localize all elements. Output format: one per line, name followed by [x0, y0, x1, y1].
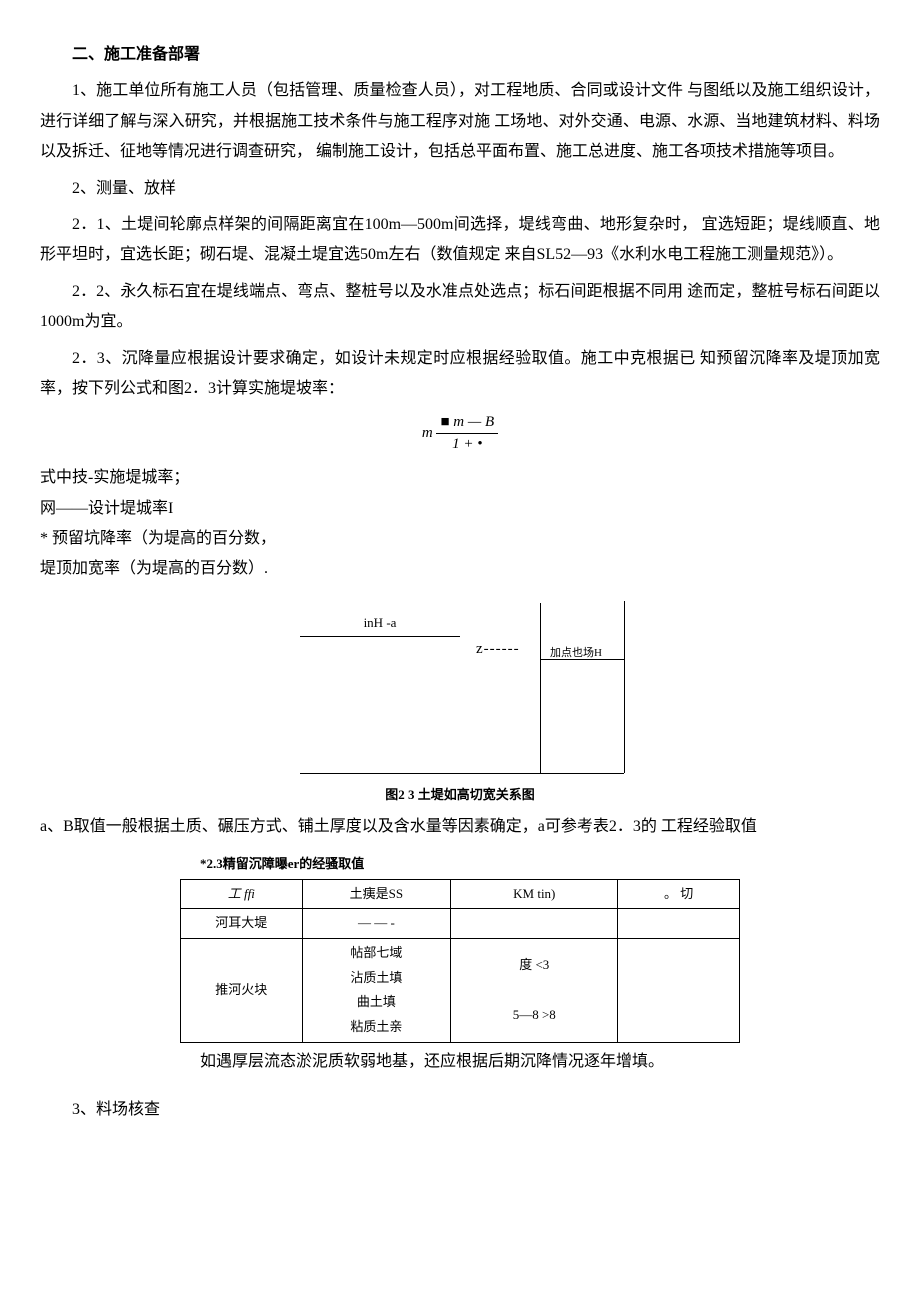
after-table-note: 如遇厚层流态淤泥质软弱地基，还应根据后期沉降情况逐年增填。	[200, 1047, 880, 1077]
legend-line-2: 网——设计堤城率I	[40, 494, 880, 524]
table-cell: — — -	[302, 909, 451, 939]
formula-denominator: 1 + •	[436, 434, 498, 455]
legend-line-1: 式中技-实施堤城率；	[40, 463, 880, 493]
table-cell	[618, 909, 740, 939]
paragraph-2-3: 2．3、沉降量应根据设计要求确定，如设计未规定时应根据经验取值。施工中克根据已 …	[40, 344, 880, 405]
diagram-2-3: inH -a z------ 加点也场H	[220, 589, 700, 779]
diagram-h-label: 加点也场H	[550, 643, 602, 664]
legend-line-3: * 预留坑降率（为堤高的百分数，	[40, 524, 880, 554]
diagram-z-label: z------	[476, 635, 520, 664]
paragraph-3: 3、料场核查	[40, 1095, 880, 1125]
paragraph-ab: a、B取值一般根据土质、碾压方式、铺土厚度以及含水量等因素确定，a可参考表2．3…	[40, 812, 880, 842]
table-cell: 推河火块	[181, 939, 303, 1043]
table-2-3: 工 ffi 土痍是SS KM tin) 。 切 河耳大堤— — -推河火块帖部七…	[180, 879, 740, 1043]
formula-m: m	[422, 425, 433, 441]
section-heading: 二、施工准备部署	[40, 40, 880, 70]
diagram-line	[624, 601, 626, 773]
diagram-top-label: inH -a	[300, 611, 460, 637]
table-cell: 帖部七域沾质土填曲土填粘质土亲	[302, 939, 451, 1043]
legend-line-4: 堤顶加宽率（为堤高的百分数）.	[40, 554, 880, 584]
formula-numerator: ■ m — B	[436, 412, 498, 434]
table-cell	[451, 909, 618, 939]
table-header: 工 ffi	[181, 879, 303, 909]
table-cell: 河耳大堤	[181, 909, 303, 939]
table-caption: *2.3精留沉障曝er的经骚取值	[200, 852, 880, 877]
diagram-line	[540, 603, 542, 659]
table-header: 土痍是SS	[302, 879, 451, 909]
paragraph-2: 2、测量、放样	[40, 174, 880, 204]
paragraph-2-2: 2．2、永久标石宜在堤线端点、弯点、整桩号以及水准点处选点；标石间距根据不同用 …	[40, 277, 880, 338]
diagram-line	[540, 659, 542, 773]
table-cell	[618, 939, 740, 1043]
table-header: 。 切	[618, 879, 740, 909]
table-cell: 度 <35—8 >8	[451, 939, 618, 1043]
table-header: KM tin)	[451, 879, 618, 909]
paragraph-2-1: 2．1、土堤间轮廓点样架的间隔距离宜在100m—500m间选择，堤线弯曲、地形复…	[40, 210, 880, 271]
paragraph-1: 1、施工单位所有施工人员（包括管理、质量检查人员），对工程地质、合同或设计文件 …	[40, 76, 880, 167]
formula: m ■ m — B 1 + •	[40, 412, 880, 455]
diagram-line	[300, 773, 624, 774]
figure-caption: 图2 3 土堤如高切宽关系图	[40, 783, 880, 808]
